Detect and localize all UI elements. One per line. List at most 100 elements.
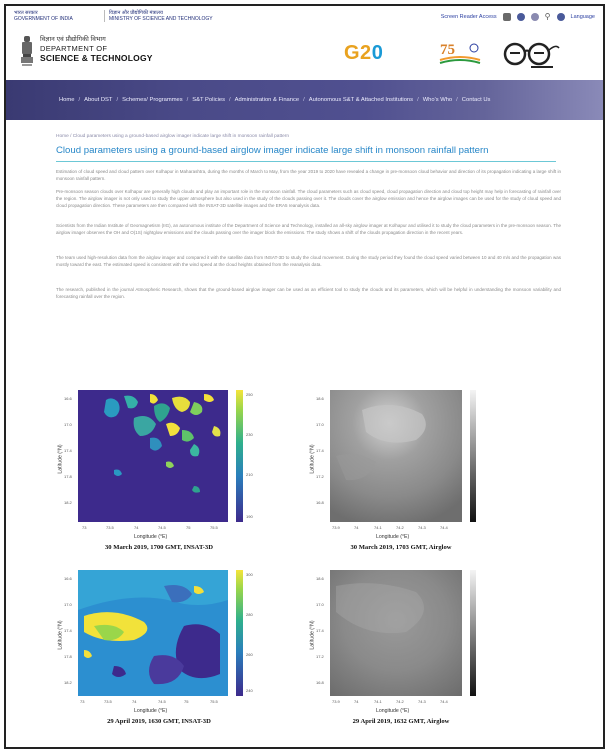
nav-separator: / (456, 97, 458, 103)
nav-st-policies[interactable]: S&T Policies (192, 97, 226, 103)
insat-march-image: 16.617.017.417.818.2 73 73.5 74 74.5 75 75.5 … (64, 390, 253, 530)
svg-text:250: 250 (246, 392, 253, 397)
contrast-icon[interactable] (516, 13, 525, 21)
svg-text:18.2: 18.2 (64, 680, 73, 685)
gov-english: GOVERNMENT OF INDIA (14, 16, 73, 22)
svg-text:74: 74 (354, 525, 359, 530)
government-label: भारत सरकार GOVERNMENT OF INDIA (14, 10, 73, 22)
svg-text:74: 74 (354, 699, 359, 704)
site-header: विज्ञान एवं प्रौद्योगिकी विभाग DEPARTMEN… (6, 28, 603, 80)
nav-administration[interactable]: Administration & Finance (234, 97, 300, 103)
azadi-amrit-mahotsav-logo: 75 (439, 42, 481, 64)
brand-line2: SCIENCE & TECHNOLOGY (40, 53, 153, 63)
ylabel-fig2: Latitude (°N) (309, 444, 316, 474)
svg-text:75: 75 (184, 699, 189, 704)
language-link[interactable]: Language (570, 14, 595, 20)
svg-text:17.0: 17.0 (64, 422, 73, 427)
svg-text:74.1: 74.1 (374, 525, 383, 530)
svg-text:17.0: 17.0 (316, 602, 325, 607)
svg-text:17.4: 17.4 (64, 448, 73, 453)
language-globe-icon[interactable] (556, 13, 565, 21)
page-frame: भारत सरकार GOVERNMENT OF INDIA विज्ञान औ… (4, 4, 605, 749)
xlabel-fig4: Longitude (°E) (376, 708, 410, 714)
figure-insat-april: 16.6 17.0 17.4 17.8 18.2 73 73.5 74 74.5 75 75.5 … (54, 566, 264, 725)
svg-text:17.0: 17.0 (64, 602, 73, 607)
svg-text:74.3: 74.3 (418, 699, 427, 704)
xlabel-fig1: Longitude (°E) (134, 534, 168, 540)
nav-about-dst[interactable]: About DST (84, 97, 113, 103)
nav-separator: / (229, 97, 231, 103)
caption-fig3: 29 April 2019, 1630 GMT, INSAT-3D (107, 718, 211, 725)
svg-text:75.5: 75.5 (210, 699, 219, 704)
svg-text:74.4: 74.4 (440, 525, 449, 530)
nav-separator: / (116, 97, 119, 103)
svg-text:260: 260 (246, 652, 253, 657)
g20-text: G2 (344, 42, 372, 64)
ylabel-fig1: Latitude (°N) (57, 444, 64, 474)
nav-contact-us[interactable]: Contact Us (461, 97, 491, 103)
ylabel-fig3: Latitude (°N) (57, 620, 64, 650)
svg-text:17.2: 17.2 (316, 474, 325, 479)
article-paragraph-5: The research, published in the journal A… (56, 287, 561, 300)
svg-text:16.8: 16.8 (316, 680, 325, 685)
nav-separator: / (78, 97, 81, 103)
svg-text:17.8: 17.8 (64, 474, 73, 479)
top-utility-bar: भारत सरकार GOVERNMENT OF INDIA विज्ञान औ… (6, 6, 603, 29)
airglow-march-image: 18.6 17.0 17.4 17.2 16.8 73.9 74 74.1 74.2 74.3 7… (316, 390, 476, 530)
nav-autonomous[interactable]: Autonomous S&T & Attached Institutions (308, 97, 414, 103)
caption-fig4: 29 April 2019, 1632 GMT, Airglow (352, 718, 450, 725)
svg-text:73.5: 73.5 (104, 699, 113, 704)
svg-text:17.4: 17.4 (316, 448, 325, 453)
national-emblem-icon (21, 36, 33, 66)
brand-hindi: विज्ञान एवं प्रौद्योगिकी विभाग (40, 36, 106, 43)
svg-text:75: 75 (440, 42, 455, 58)
svg-text:74.4: 74.4 (440, 699, 449, 704)
svg-text:18.6: 18.6 (316, 396, 325, 401)
ylabel-fig4: Latitude (°N) (309, 620, 316, 650)
xlabel-fig3: Longitude (°E) (134, 708, 168, 714)
svg-text:17.0: 17.0 (316, 422, 325, 427)
figure-airglow-april: 18.6 17.0 17.4 17.2 16.8 73.9 74 74.1 74.2 74.3 7… (306, 566, 516, 725)
utility-links: Screen Reader Access ⚲ Language (441, 12, 595, 22)
svg-text:16.6: 16.6 (64, 396, 73, 401)
svg-text:74: 74 (132, 699, 137, 704)
nav-schemes[interactable]: Schemes/ Programmes (122, 97, 183, 103)
svg-text:73: 73 (82, 525, 87, 530)
svg-text:74.5: 74.5 (158, 525, 167, 530)
search-icon[interactable]: ⚲ (544, 12, 551, 21)
svg-text:74.1: 74.1 (374, 699, 383, 704)
breadcrumb[interactable]: Home / Cloud parameters using a ground-b… (56, 134, 290, 139)
swachh-bharat-logo (503, 42, 560, 68)
svg-text:74.3: 74.3 (418, 525, 427, 530)
department-logo-text[interactable]: विज्ञान एवं प्रौद्योगिकी विभाग DEPARTMEN… (40, 36, 153, 63)
svg-text:190: 190 (246, 514, 253, 519)
svg-text:73.5: 73.5 (106, 525, 115, 530)
text-size-icon[interactable] (530, 13, 539, 21)
page-title: Cloud parameters using a ground-based ai… (56, 145, 489, 156)
svg-text:240: 240 (246, 688, 253, 693)
svg-text:74.2: 74.2 (396, 525, 405, 530)
nav-whos-who[interactable]: Who's Who (422, 97, 453, 103)
nav-home[interactable]: Home (59, 97, 75, 103)
svg-text:280: 280 (246, 612, 253, 617)
caption-fig1: 30 March 2019, 1700 GMT, INSAT-3D (104, 544, 213, 551)
svg-text:16.6: 16.6 (64, 576, 73, 581)
article-paragraph-3: Scientists from the Indian Institute of … (56, 223, 561, 236)
svg-text:73: 73 (80, 699, 85, 704)
sitemap-icon[interactable] (502, 13, 511, 21)
figure-insat-march: 16.6 17.0 17.4 17.8 18.2 73 73.5 74 74.5 75 75.5 … (54, 386, 264, 551)
nav-separator: / (417, 97, 419, 103)
nav-separator: / (303, 97, 305, 103)
screen-reader-link[interactable]: Screen Reader Access (440, 14, 497, 20)
svg-text:17.8: 17.8 (64, 654, 73, 659)
g20-zero: 0 (371, 42, 384, 64)
ministry-label: विज्ञान और प्रौद्योगिकी मंत्रालय MINISTR… (104, 10, 213, 22)
svg-text:16.8: 16.8 (316, 500, 325, 505)
svg-text:74.2: 74.2 (396, 699, 405, 704)
svg-text:74.5: 74.5 (158, 699, 167, 704)
caption-fig2: 30 March 2019, 1703 GMT, Airglow (350, 544, 452, 551)
svg-text:18.2: 18.2 (64, 500, 73, 505)
ministry-english: MINISTRY OF SCIENCE AND TECHNOLOGY (109, 16, 213, 22)
svg-text:300: 300 (246, 572, 253, 577)
xlabel-fig2: Longitude (°E) (376, 534, 410, 540)
